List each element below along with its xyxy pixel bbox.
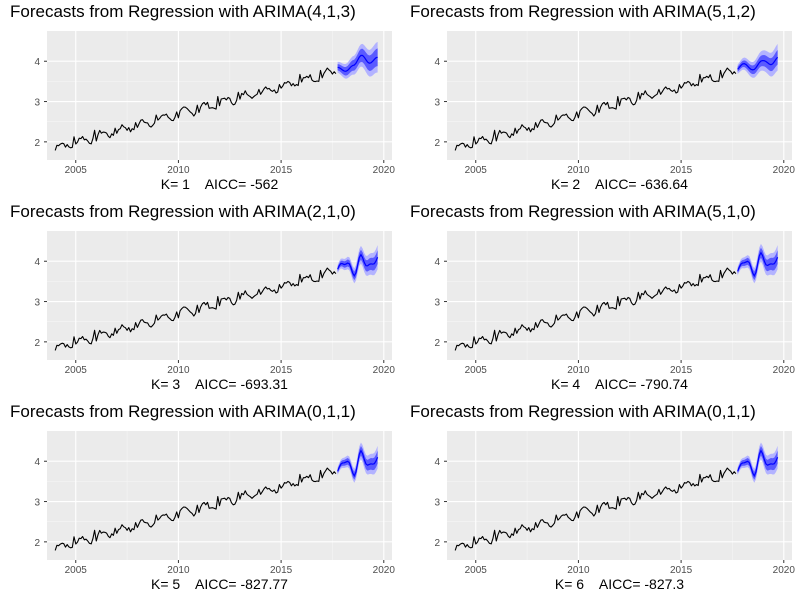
x-tick-label: 2015 bbox=[270, 365, 293, 376]
x-tick-label: 2015 bbox=[670, 565, 693, 576]
chart-panel-6: Forecasts from Regression with ARIMA(0,1… bbox=[400, 400, 800, 600]
x-tick-label: 2010 bbox=[167, 365, 190, 376]
y-tick-label: 2 bbox=[434, 538, 440, 549]
x-tick-label: 2015 bbox=[670, 365, 693, 376]
x-tick-label: 2010 bbox=[167, 565, 190, 576]
x-axis-label: K= 4 AICC= -790.74 bbox=[551, 376, 688, 392]
plot-background bbox=[447, 431, 792, 560]
history-line bbox=[454, 267, 737, 351]
chart-svg: 2 3 4 2005 2010 2015 2020 bbox=[34, 231, 396, 376]
x-tick-label: 2020 bbox=[773, 365, 796, 376]
y-tick-label: 3 bbox=[34, 298, 40, 309]
plot-background bbox=[47, 431, 392, 560]
x-axis-label: K= 1 AICC= -562 bbox=[160, 176, 279, 192]
history-line bbox=[454, 67, 737, 151]
x-axis-label: K= 3 AICC= -693.31 bbox=[151, 376, 288, 392]
chart-panel-4: Forecasts from Regression with ARIMA(5,1… bbox=[400, 200, 800, 400]
history-line bbox=[454, 467, 737, 551]
y-tick-label: 4 bbox=[34, 257, 40, 268]
history-line bbox=[54, 467, 337, 551]
x-tick-label: 2010 bbox=[567, 365, 590, 376]
forecast-line bbox=[337, 253, 379, 278]
forecast-band-80 bbox=[337, 48, 378, 76]
plot-background bbox=[447, 31, 792, 160]
chart-panel-2: Forecasts from Regression with ARIMA(5,1… bbox=[400, 0, 800, 200]
plot-background bbox=[47, 231, 392, 360]
chart-title: Forecasts from Regression with ARIMA(4,1… bbox=[10, 2, 356, 21]
y-tick-label: 2 bbox=[34, 338, 40, 349]
chart-svg: 2 3 4 2005 2010 2015 2020 bbox=[34, 31, 396, 176]
x-tick-label: 2015 bbox=[670, 165, 693, 176]
x-tick-label: 2010 bbox=[567, 565, 590, 576]
y-tick-label: 2 bbox=[34, 538, 40, 549]
chart-svg: 2 3 4 2005 2010 2015 2020 bbox=[34, 431, 396, 576]
y-tick-label: 2 bbox=[34, 138, 40, 149]
chart-svg: 2 3 4 2005 2010 2015 2020 bbox=[434, 231, 796, 376]
forecast-line bbox=[737, 251, 779, 278]
chart-title: Forecasts from Regression with ARIMA(5,1… bbox=[410, 2, 756, 21]
chart-title: Forecasts from Regression with ARIMA(2,1… bbox=[10, 202, 356, 221]
x-axis-label: K= 6 AICC= -827.3 bbox=[554, 576, 685, 592]
chart-title: Forecasts from Regression with ARIMA(0,1… bbox=[410, 402, 756, 421]
x-axis-label: K= 2 AICC= -636.64 bbox=[551, 176, 688, 192]
history-line bbox=[54, 67, 337, 151]
chart-panel-3: Forecasts from Regression with ARIMA(2,1… bbox=[0, 200, 400, 400]
x-tick-label: 2010 bbox=[167, 165, 190, 176]
chart-title: Forecasts from Regression with ARIMA(0,1… bbox=[10, 402, 356, 421]
y-tick-label: 3 bbox=[434, 498, 440, 509]
x-tick-label: 2005 bbox=[465, 565, 488, 576]
plot-background bbox=[47, 31, 392, 160]
y-tick-label: 3 bbox=[434, 298, 440, 309]
x-tick-label: 2020 bbox=[373, 365, 396, 376]
chart-panel-1: Forecasts from Regression with ARIMA(4,1… bbox=[0, 0, 400, 200]
x-tick-label: 2015 bbox=[270, 565, 293, 576]
x-tick-label: 2010 bbox=[567, 165, 590, 176]
x-tick-label: 2005 bbox=[65, 165, 88, 176]
y-tick-label: 4 bbox=[34, 57, 40, 68]
forecast-line bbox=[337, 54, 378, 72]
y-tick-label: 4 bbox=[434, 257, 440, 268]
x-tick-label: 2020 bbox=[773, 565, 796, 576]
y-tick-label: 2 bbox=[434, 338, 440, 349]
x-tick-label: 2015 bbox=[270, 165, 293, 176]
x-tick-label: 2020 bbox=[373, 565, 396, 576]
x-tick-label: 2020 bbox=[373, 165, 396, 176]
x-axis-label: K= 5 AICC= -827.77 bbox=[151, 576, 288, 592]
y-tick-label: 4 bbox=[34, 457, 40, 468]
forecast-line bbox=[337, 449, 379, 478]
chart-svg: 2 3 4 2005 2010 2015 2020 bbox=[434, 31, 796, 176]
y-tick-label: 4 bbox=[434, 57, 440, 68]
history-line bbox=[54, 267, 337, 351]
forecast-band-80 bbox=[737, 49, 778, 75]
x-tick-label: 2005 bbox=[465, 365, 488, 376]
x-tick-label: 2005 bbox=[65, 565, 88, 576]
forecast-line bbox=[737, 449, 779, 478]
chart-svg: 2 3 4 2005 2010 2015 2020 bbox=[434, 431, 796, 576]
y-tick-label: 2 bbox=[434, 138, 440, 149]
forecast-line bbox=[737, 56, 779, 71]
y-tick-label: 3 bbox=[34, 98, 40, 109]
chart-title: Forecasts from Regression with ARIMA(5,1… bbox=[410, 202, 756, 221]
x-tick-label: 2005 bbox=[65, 365, 88, 376]
y-tick-label: 4 bbox=[434, 457, 440, 468]
x-tick-label: 2005 bbox=[465, 165, 488, 176]
plot-background bbox=[447, 231, 792, 360]
y-tick-label: 3 bbox=[34, 498, 40, 509]
y-tick-label: 3 bbox=[434, 98, 440, 109]
x-tick-label: 2020 bbox=[773, 165, 796, 176]
chart-panel-5: Forecasts from Regression with ARIMA(0,1… bbox=[0, 400, 400, 600]
